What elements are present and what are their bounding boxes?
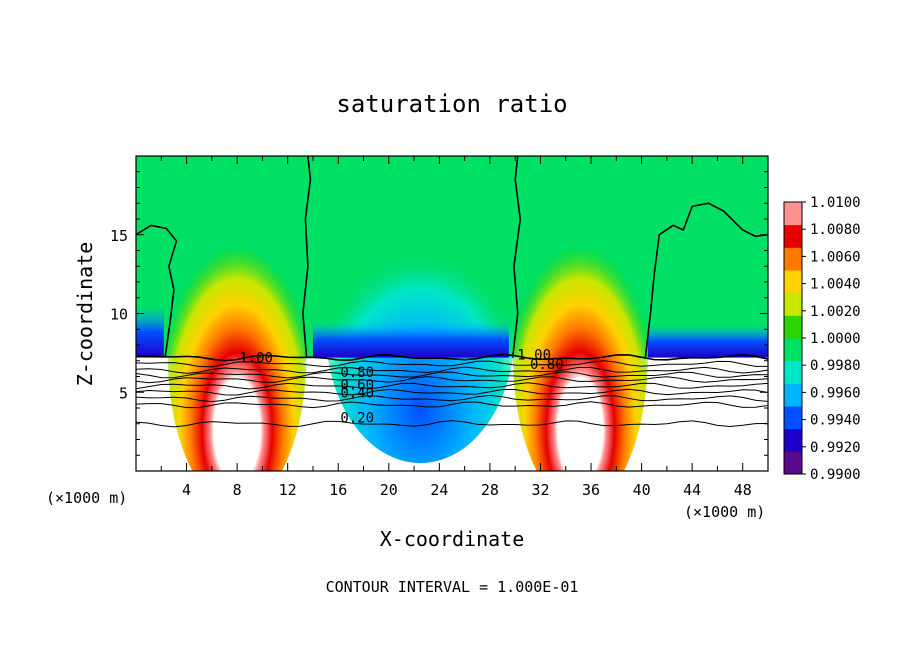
plume-left xyxy=(167,198,307,471)
colorbar-label: 1.0040 xyxy=(810,277,861,293)
contour-label: 0.60 xyxy=(340,377,374,393)
x-unit-right: (×1000 m) xyxy=(684,503,765,521)
contour-lines: 1.00 1.000.80 0.800.600.400.20 xyxy=(136,156,768,428)
colorbar-label: 1.0020 xyxy=(810,304,861,320)
contour-level-line xyxy=(136,394,768,403)
y-axis-label: Z-coordinate xyxy=(73,242,97,387)
colorbar-swatch xyxy=(784,451,802,475)
colorbar-swatch xyxy=(784,338,802,362)
chart-title: saturation ratio xyxy=(336,90,567,118)
contour-level-line xyxy=(136,376,768,384)
x-tick-label: 8 xyxy=(233,481,242,499)
colorbar-label: 0.9920 xyxy=(810,440,861,456)
x-axis-label: X-coordinate xyxy=(380,527,525,551)
x-tick-label: 28 xyxy=(481,481,499,499)
x-tick-label: 20 xyxy=(380,481,398,499)
x-tick-label: 48 xyxy=(734,481,752,499)
x-tick-label: 40 xyxy=(633,481,651,499)
x-tick-label: 16 xyxy=(329,481,347,499)
x-tick-label: 12 xyxy=(279,481,297,499)
colorbar-swatch xyxy=(784,360,802,384)
colorbar-label: 1.0060 xyxy=(810,249,861,265)
colorbar-swatch xyxy=(784,315,802,339)
deep-blue-right xyxy=(647,324,768,358)
contour-1-00-segment xyxy=(511,156,522,358)
contour-level-line xyxy=(136,353,768,362)
plume-right xyxy=(512,198,648,471)
contour-level-line xyxy=(136,371,768,379)
deep-blue-left xyxy=(136,305,164,358)
x-tick-label: 32 xyxy=(531,481,549,499)
colorbar: 0.9900 0.9920 0.9940 0.9960 0.9980 1.0000 1.00… xyxy=(783,195,861,483)
contour-label: 0.80 xyxy=(530,357,564,373)
colorbar-label: 0.9980 xyxy=(810,358,861,374)
contour-label: 0.20 xyxy=(340,410,374,426)
colorbar-label: 1.0080 xyxy=(810,222,861,238)
colorbar-swatch xyxy=(784,202,802,226)
contour-level-line xyxy=(136,366,768,374)
contour-level-line xyxy=(136,401,768,409)
colorbar-swatch xyxy=(784,270,802,294)
colorbar-swatch xyxy=(784,247,802,271)
contour-1-00-segment xyxy=(136,224,178,358)
colorbar-swatch xyxy=(784,224,802,248)
colorbar-swatch xyxy=(784,428,802,452)
contour-label: 0.40 xyxy=(340,385,374,401)
contour-level-line xyxy=(136,360,768,368)
y-tick-label: 15 xyxy=(110,227,128,245)
colorbar-label: 0.9960 xyxy=(810,385,861,401)
x-tick-label: 44 xyxy=(683,481,701,499)
y-tick-label: 10 xyxy=(110,306,128,324)
contour-label: 1.00 xyxy=(239,351,273,367)
saturation-field xyxy=(136,156,768,471)
contour-1-00-segment xyxy=(302,156,312,358)
colorbar-swatch xyxy=(784,292,802,316)
colorbar-label: 1.0000 xyxy=(810,331,861,347)
contour-label: 1.00 xyxy=(517,347,551,363)
x-unit-left: (×1000 m) xyxy=(46,489,127,507)
contour-level-line xyxy=(136,420,768,428)
x-tick-label: 24 xyxy=(430,481,448,499)
contour-label: 0.80 xyxy=(340,365,374,381)
colorbar-label: 0.9940 xyxy=(810,413,861,429)
x-tick-label: 4 xyxy=(182,481,191,499)
x-tick-label: 36 xyxy=(582,481,600,499)
colorbar-label: 1.0100 xyxy=(810,195,861,211)
contour-level-line xyxy=(136,388,768,396)
colorbar-label: 0.9900 xyxy=(810,467,861,483)
y-tick-label: 5 xyxy=(119,384,128,402)
colorbar-swatch xyxy=(784,406,802,430)
colorbar-swatch xyxy=(784,383,802,407)
contour-level-line xyxy=(136,382,768,390)
deep-blue-center xyxy=(312,321,509,358)
contour-1-00-segment xyxy=(644,202,768,358)
contour-interval-note: CONTOUR INTERVAL = 1.000E-01 xyxy=(326,578,579,596)
